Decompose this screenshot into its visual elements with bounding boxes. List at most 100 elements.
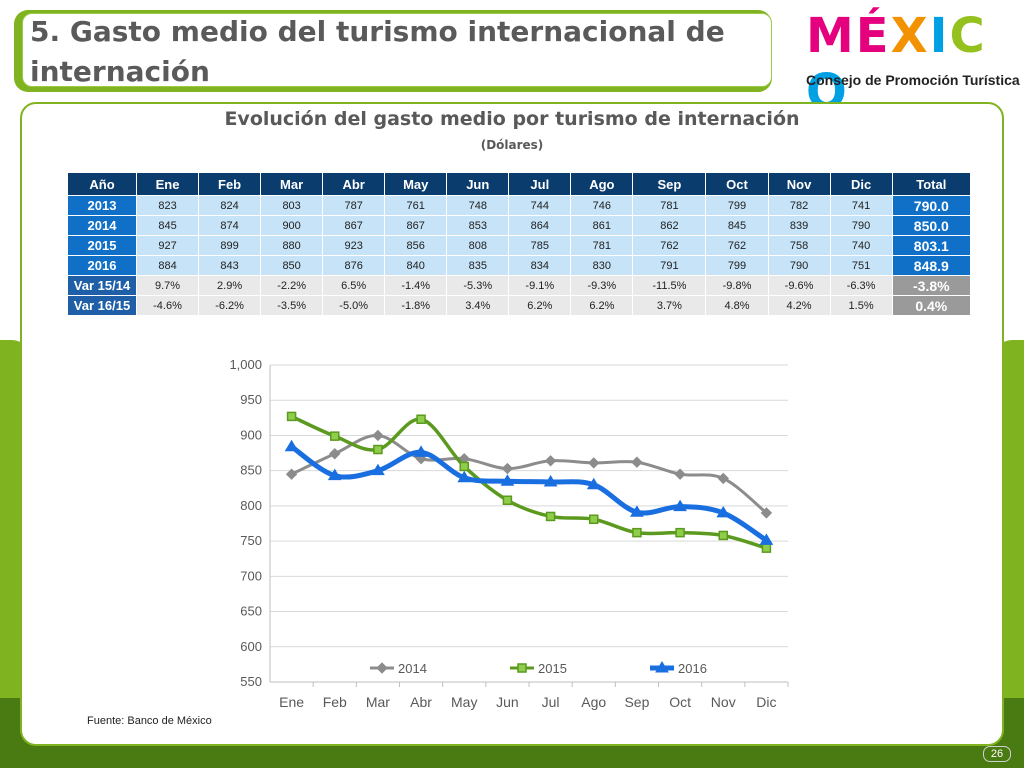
data-point-2014	[372, 429, 384, 442]
table-header-row: Año Ene Feb Mar Abr May Jun Jul Ago Sep Oct Nov Dic T…	[67, 172, 972, 196]
table-cell: 762	[632, 235, 707, 256]
header-cell: Dic	[829, 172, 893, 196]
table-cell: 853	[446, 215, 510, 236]
table-cell: -1.4%	[384, 275, 448, 296]
table-cell: 862	[632, 215, 707, 236]
table-cell: 782	[767, 195, 831, 216]
data-point-2015	[286, 411, 297, 422]
title-box	[22, 13, 772, 87]
table-cell: 808	[446, 235, 510, 256]
mexico-logo: MÉXICO Consejo de Promoción Turística	[800, 6, 1020, 120]
row-total: 790.0	[891, 195, 972, 216]
row-total: 0.4%	[891, 295, 972, 316]
data-point-2016	[586, 477, 601, 490]
legend-marker	[376, 662, 388, 674]
row-total: -3.8%	[891, 275, 972, 296]
chart-subtitle: (Dólares)	[480, 138, 544, 152]
logo-letter: I	[929, 8, 950, 64]
logo-letter: É	[855, 8, 891, 64]
table-cell: 758	[767, 235, 831, 256]
header-cell: Feb	[198, 172, 262, 196]
row-label: 2013	[67, 195, 137, 216]
data-point-2015	[675, 527, 685, 538]
y-tick-label: 1,000	[229, 357, 262, 372]
table-cell: 823	[135, 195, 200, 216]
data-point-2016	[759, 533, 774, 545]
table-cell: 876	[322, 255, 386, 276]
data-point-2016	[284, 439, 299, 452]
table-cell: -3.5%	[260, 295, 324, 316]
table-cell: -5.3%	[446, 275, 510, 296]
header-cell: Oct	[705, 172, 769, 196]
line-chart: 1,000 950 900 850 800 750 700 650 600 550 Ene Feb Ma…	[229, 357, 789, 710]
row-total: 803.1	[891, 235, 972, 256]
x-tick-label: Feb	[323, 694, 347, 710]
header-cell: Abr	[322, 172, 386, 196]
x-tick-label: Jun	[496, 694, 519, 710]
table-cell: 744	[508, 195, 572, 216]
table-cell: 6.5%	[322, 275, 386, 296]
table-cell: 861	[570, 215, 634, 236]
logo-wordmark: MÉXICO	[806, 8, 1020, 120]
row-label: 2015	[67, 235, 137, 256]
chart-title: Evolución del gasto medio por turismo de…	[224, 108, 800, 130]
y-tick-label: 950	[240, 392, 262, 407]
table-cell: 790	[767, 255, 831, 276]
data-point-2016	[630, 505, 644, 517]
table-cell: 845	[705, 215, 769, 236]
table-cell: 4.8%	[705, 295, 769, 316]
data-point-2016	[716, 505, 731, 518]
data-point-2015	[589, 514, 599, 525]
table-cell: 803	[260, 195, 324, 216]
x-tick-label: Ago	[581, 694, 606, 710]
row-label: Var 15/14	[67, 275, 137, 296]
data-point-2014	[631, 456, 643, 468]
data-point-2016	[414, 445, 428, 457]
x-tick-label: May	[451, 694, 477, 710]
header-cell: Ago	[570, 172, 634, 196]
data-point-2016	[543, 474, 558, 487]
header-cell: Sep	[632, 172, 707, 196]
legend-label: 2015	[538, 661, 567, 676]
logo-letter: X	[890, 8, 930, 64]
y-tick-label: 900	[240, 427, 262, 442]
y-tick-label: 750	[240, 533, 262, 548]
row-label: 2016	[67, 255, 137, 276]
legend-label: 2016	[678, 661, 707, 676]
data-point-2014	[285, 468, 298, 480]
table-row: 2016 884 843 850 876 840 835 834 830 791 799 790 751…	[67, 255, 972, 276]
table-cell: -6.3%	[829, 275, 893, 296]
table-cell: 746	[570, 195, 634, 216]
table-cell: 790	[829, 215, 893, 236]
data-point-2015	[373, 444, 383, 455]
table-cell: 4.2%	[767, 295, 831, 316]
table-cell: 874	[198, 215, 262, 236]
data-point-2015	[459, 461, 469, 472]
data-point-2015	[502, 495, 513, 506]
row-total: 848.9	[891, 255, 972, 276]
y-tick-label: 850	[240, 463, 262, 478]
data-point-2014	[544, 455, 557, 467]
header-cell: Ene	[135, 172, 200, 196]
table-row: Var 15/14 9.7% 2.9% -2.2% 6.5% -1.4% -5.3% -9.1…	[67, 275, 972, 296]
data-point-2015	[545, 511, 556, 522]
table-cell: 867	[384, 215, 448, 236]
header-cell: Mar	[260, 172, 324, 196]
data-point-2014	[588, 457, 600, 469]
header-year: Año	[67, 172, 137, 196]
header-cell: Jun	[446, 172, 510, 196]
table-cell: 843	[198, 255, 262, 276]
x-tick-label: Jul	[542, 694, 560, 710]
data-point-2015	[718, 530, 728, 541]
table-cell: 850	[260, 255, 324, 276]
table-cell: -5.0%	[322, 295, 386, 316]
table-row: 2015 927 899 880 923 856 808 785 781 762 762 758 740…	[67, 235, 972, 256]
table-cell: 762	[705, 235, 769, 256]
data-point-2014	[717, 472, 729, 485]
x-tick-label: Nov	[711, 694, 736, 710]
table-cell: 884	[135, 255, 200, 276]
table-cell: 3.4%	[446, 295, 510, 316]
table-cell: 781	[632, 195, 707, 216]
logo-tagline: Consejo de Promoción Turística	[806, 72, 1020, 88]
table-cell: 2.9%	[198, 275, 262, 296]
